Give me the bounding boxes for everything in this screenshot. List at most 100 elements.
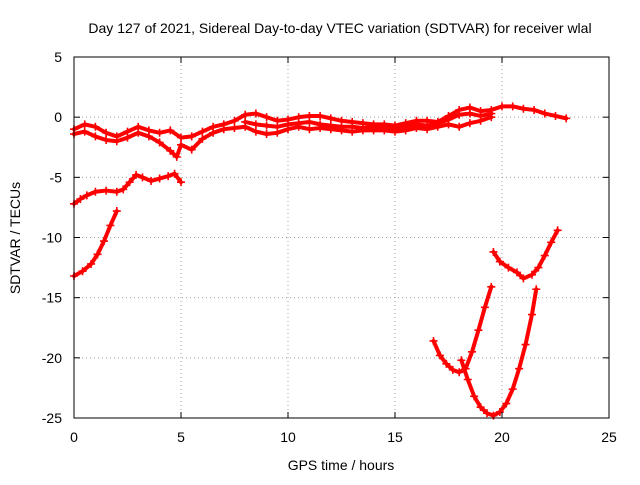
data-point [91, 122, 100, 131]
data-point [80, 120, 89, 129]
data-point [448, 365, 457, 374]
data-point [547, 238, 556, 247]
data-point [125, 178, 134, 187]
data-point [316, 120, 325, 129]
data-point [87, 259, 96, 268]
data-point [504, 263, 513, 272]
x-axis-label: GPS time / hours [288, 457, 395, 473]
y-tick-label: 0 [54, 109, 62, 125]
data-point [495, 407, 504, 416]
data-point [442, 359, 451, 368]
data-point [164, 172, 173, 181]
data-point [273, 122, 282, 131]
data-point [78, 267, 87, 276]
data-point [515, 364, 524, 373]
data-point [230, 116, 239, 125]
x-tick-label: 15 [387, 429, 403, 445]
data-point [551, 111, 560, 120]
data-point [483, 409, 492, 418]
data-point [444, 115, 453, 124]
data-point [401, 122, 410, 131]
data-point [508, 102, 517, 111]
data-point [489, 247, 498, 256]
data-point [102, 186, 111, 195]
data-point [532, 285, 541, 294]
data-point [455, 110, 464, 119]
data-point [230, 123, 239, 132]
series-trace [491, 228, 560, 281]
data-point [82, 191, 91, 200]
x-tick-label: 10 [280, 429, 296, 445]
y-tick-label: -25 [42, 410, 62, 426]
data-point [435, 351, 444, 360]
data-point [123, 133, 132, 142]
data-point [519, 104, 528, 113]
x-tick-label: 5 [177, 429, 185, 445]
data-series [70, 102, 571, 420]
data-point [119, 185, 128, 194]
data-point [326, 121, 335, 130]
x-tick-label: 25 [601, 429, 617, 445]
data-point [80, 127, 89, 136]
data-point [262, 113, 271, 122]
data-point [187, 132, 196, 141]
data-point [337, 122, 346, 131]
data-point [241, 110, 250, 119]
data-point [112, 137, 121, 146]
data-point [198, 134, 207, 143]
data-point [93, 250, 102, 259]
data-point [429, 336, 438, 345]
data-point [519, 274, 528, 283]
data-point [177, 140, 185, 149]
data-point [508, 385, 517, 394]
data-point [455, 122, 464, 131]
data-point [134, 128, 143, 137]
data-point [412, 120, 421, 129]
data-point [251, 120, 260, 129]
y-tick-label: -5 [50, 169, 63, 185]
data-point [316, 111, 325, 120]
data-point [468, 347, 477, 356]
data-point [262, 130, 271, 139]
series-main-band-middle [241, 109, 496, 132]
series-late-deep-v [457, 285, 541, 420]
data-point [155, 174, 164, 183]
y-tick-label: -10 [42, 230, 62, 246]
x-tick-label: 0 [70, 429, 78, 445]
data-point [498, 102, 506, 111]
data-point [91, 187, 100, 196]
data-point [177, 178, 185, 187]
data-point [380, 123, 389, 132]
series-trace [72, 209, 119, 279]
data-point [209, 128, 218, 137]
series-late-arc-upper [489, 226, 562, 283]
data-point [540, 109, 549, 118]
data-point [170, 169, 179, 178]
data-point [562, 114, 571, 123]
data-point [358, 123, 367, 132]
data-point [326, 114, 335, 123]
data-point [527, 310, 536, 319]
series-trace [72, 115, 494, 159]
data-point [423, 121, 432, 130]
series-trace [72, 171, 183, 206]
data-point [474, 326, 483, 335]
data-point [177, 133, 185, 142]
data-point [476, 111, 485, 120]
data-point [391, 123, 399, 132]
data-point [198, 127, 207, 136]
data-point [251, 127, 260, 136]
data-point [305, 117, 314, 126]
data-point [530, 105, 539, 114]
axes: 0 5 10 15 20 25 5 0 -5 -10 -15 -20 -25 [42, 49, 617, 445]
data-point [540, 251, 549, 260]
data-point [553, 226, 562, 235]
chart-title: Day 127 of 2021, Sidereal Day-to-day VTE… [88, 20, 591, 36]
data-point [172, 152, 181, 161]
y-tick-label: -20 [42, 350, 62, 366]
data-point [132, 170, 141, 179]
data-point [112, 207, 121, 216]
data-point [241, 117, 250, 126]
